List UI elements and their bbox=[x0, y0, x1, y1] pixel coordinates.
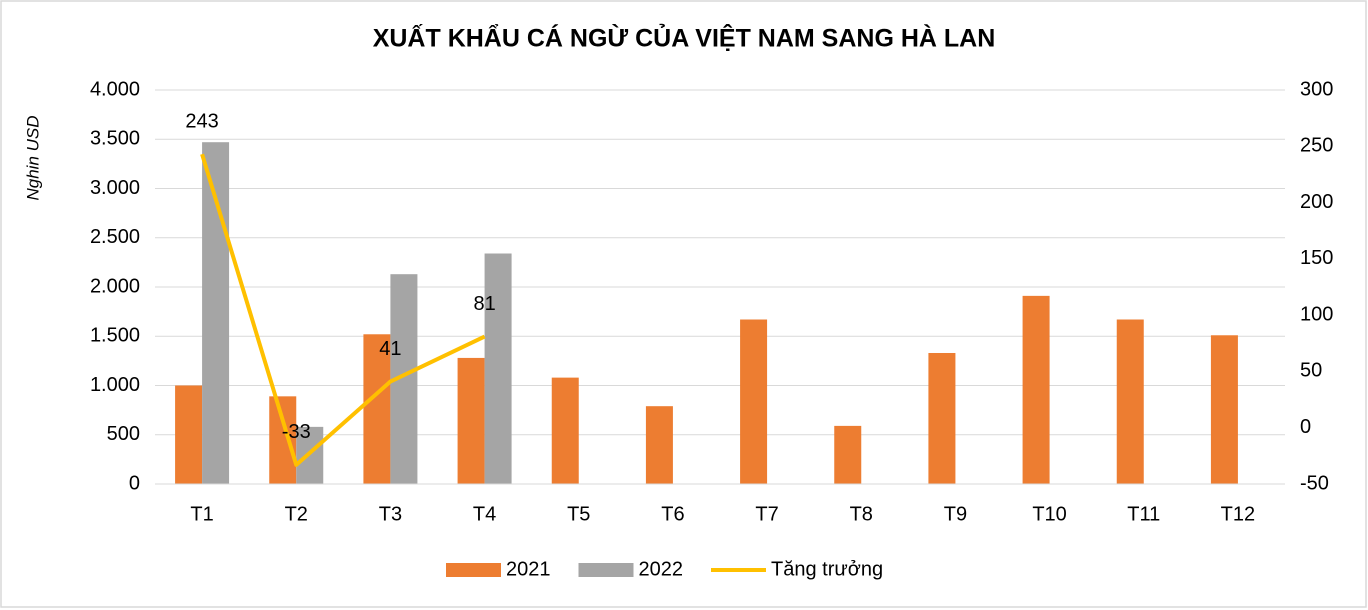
data-label: 81 bbox=[473, 293, 495, 315]
line-series bbox=[200, 153, 486, 467]
x-tick-label: T3 bbox=[379, 503, 402, 525]
bar bbox=[269, 396, 297, 484]
x-tick-label: T12 bbox=[1221, 503, 1255, 525]
legend-swatch bbox=[578, 563, 634, 577]
bar bbox=[551, 377, 579, 484]
y2-tick-label: -50 bbox=[1300, 472, 1329, 494]
y2-tick-label: 300 bbox=[1300, 78, 1333, 100]
x-tick-label: T7 bbox=[755, 503, 778, 525]
data-label: 41 bbox=[379, 338, 401, 360]
x-tick-label: T8 bbox=[850, 503, 873, 525]
bar bbox=[645, 406, 673, 484]
x-tick-label: T10 bbox=[1032, 503, 1066, 525]
y-tick-label: 2.500 bbox=[90, 226, 140, 248]
x-tick-label: T6 bbox=[661, 503, 684, 525]
bar bbox=[175, 385, 203, 484]
bar bbox=[1116, 319, 1144, 484]
bar bbox=[457, 357, 485, 484]
y2-tick-label: 0 bbox=[1300, 416, 1311, 438]
y2-tick-label: 50 bbox=[1300, 360, 1322, 382]
legend-label: 2022 bbox=[639, 558, 684, 580]
bar bbox=[363, 334, 391, 484]
y-tick-label: 0 bbox=[129, 472, 140, 494]
chart-title: XUẤT KHẨU CÁ NGỪ CỦA VIỆT NAM SANG HÀ LA… bbox=[373, 23, 996, 53]
y-tick-label: 3.500 bbox=[90, 128, 140, 150]
x-tick-label: T4 bbox=[473, 503, 496, 525]
x-tick-label: T2 bbox=[285, 503, 308, 525]
bar bbox=[834, 425, 862, 484]
y-tick-label: 4.000 bbox=[90, 78, 140, 100]
y-axis-label: Nghin USD bbox=[23, 115, 42, 200]
bar bbox=[484, 253, 512, 484]
legend-label: Tăng trưởng bbox=[771, 558, 883, 580]
x-tick-label: T11 bbox=[1127, 503, 1160, 525]
y-tick-label: 3.000 bbox=[90, 177, 140, 199]
legend-swatch bbox=[446, 563, 501, 577]
y-tick-label: 1.000 bbox=[90, 374, 140, 396]
y2-tick-label: 100 bbox=[1300, 303, 1333, 325]
y-tick-label: 2.000 bbox=[90, 275, 140, 297]
bar bbox=[1210, 335, 1238, 484]
data-label: 243 bbox=[185, 110, 218, 132]
y-tick-label: 500 bbox=[107, 423, 140, 445]
y-tick-label: 1.500 bbox=[90, 325, 140, 347]
bar bbox=[928, 352, 956, 484]
data-label: -33 bbox=[282, 421, 311, 443]
x-tick-label: T1 bbox=[190, 503, 213, 525]
bar bbox=[740, 319, 768, 484]
bar bbox=[1022, 295, 1050, 484]
y2-tick-label: 200 bbox=[1300, 191, 1333, 213]
y2-tick-label: 150 bbox=[1300, 247, 1333, 269]
legend-label: 2021 bbox=[506, 558, 551, 580]
y2-tick-label: 250 bbox=[1300, 135, 1333, 157]
x-tick-label: T9 bbox=[944, 503, 967, 525]
x-tick-label: T5 bbox=[567, 503, 590, 525]
